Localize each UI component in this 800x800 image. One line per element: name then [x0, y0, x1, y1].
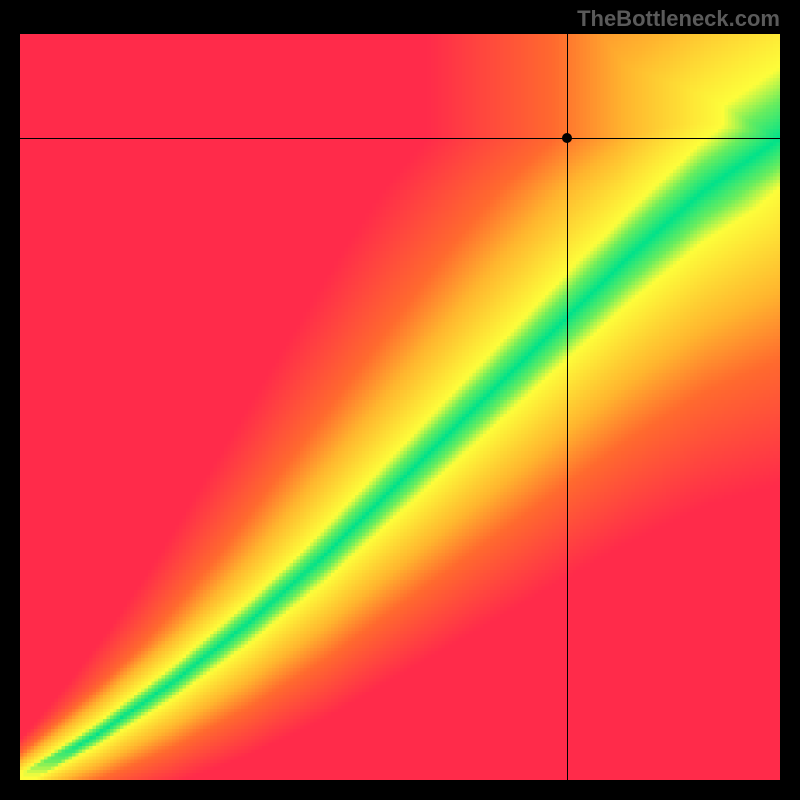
watermark-text: TheBottleneck.com [577, 6, 780, 32]
heatmap-canvas [20, 34, 780, 780]
crosshair-marker [562, 133, 572, 143]
crosshair-horizontal-line [20, 138, 780, 139]
crosshair-vertical-line [567, 34, 568, 780]
heatmap-plot [20, 34, 780, 780]
